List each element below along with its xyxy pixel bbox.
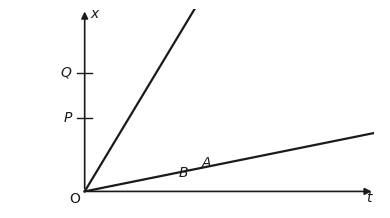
Text: Q: Q	[61, 66, 72, 80]
Text: B: B	[179, 166, 188, 180]
Text: P: P	[63, 111, 72, 125]
Text: t: t	[366, 191, 371, 205]
Text: x: x	[91, 7, 99, 21]
Text: A: A	[202, 156, 211, 170]
Text: O: O	[69, 192, 80, 206]
